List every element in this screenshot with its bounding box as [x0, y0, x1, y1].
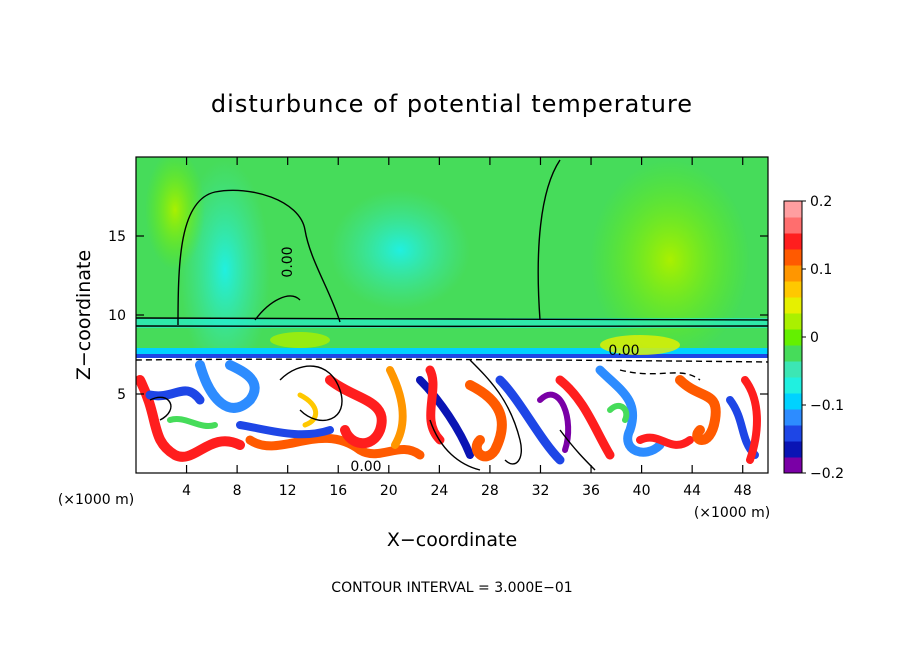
colorbar-tick-label: 0.2	[810, 194, 832, 210]
colorbar-tick-label: −0.2	[810, 466, 844, 482]
colorbar-swatch	[784, 233, 802, 250]
contour-label: 0.00	[608, 343, 639, 359]
warm-cap-right	[600, 335, 680, 355]
turbulent-eddies	[136, 360, 761, 465]
x-tick-label: 28	[481, 483, 499, 499]
x-tick-label: 4	[182, 483, 191, 499]
contour-label: 0.00	[350, 459, 381, 475]
colorbar-swatch	[784, 441, 802, 458]
colorbar-swatch	[784, 281, 802, 298]
lime-plume-left	[145, 157, 205, 270]
x-tick-label: 48	[734, 483, 752, 499]
y-tick-label: 15	[108, 229, 126, 245]
chart-title: disturbunce of potential temperature	[211, 90, 693, 118]
lime-plume-right	[590, 160, 750, 360]
colorbar: 0.2 0.1 0 −0.1 −0.2	[783, 194, 844, 482]
colorbar-tick-label: 0	[810, 330, 819, 346]
x-tick-label: 24	[430, 483, 448, 499]
colorbar-swatch	[784, 249, 802, 266]
colorbar-tick-label: −0.1	[810, 398, 844, 414]
heatmap-field	[136, 157, 768, 473]
y-axis-title: Z−coordinate	[73, 250, 95, 380]
x-tick-label: 44	[683, 483, 701, 499]
colorbar-swatch	[784, 377, 802, 394]
tropopause-edge	[136, 354, 768, 358]
x-unit-right: (×1000 m)	[694, 505, 770, 521]
colorbar-swatch	[784, 297, 802, 314]
colorbar-swatch	[784, 329, 802, 346]
x-axis-ticks: 4 8 12 16 20 24 28 32 36 40 44 48	[182, 157, 752, 499]
x-tick-label: 16	[329, 483, 347, 499]
colorbar-swatch	[784, 313, 802, 330]
y-axis-ticks: 5 10 15	[108, 229, 768, 403]
x-tick-label: 36	[582, 483, 600, 499]
y-tick-label: 5	[117, 387, 126, 403]
warm-cap-left	[270, 332, 330, 348]
colorbar-swatch	[784, 345, 802, 362]
x-tick-label: 8	[233, 483, 242, 499]
interface-band	[136, 318, 768, 328]
x-unit-left: (×1000 m)	[58, 492, 134, 508]
colorbar-tick-label: 0.1	[810, 262, 832, 278]
contour-interval-note: CONTOUR INTERVAL = 3.000E−01	[331, 580, 572, 596]
cyan-plume-center	[330, 190, 470, 310]
y-tick-label: 10	[108, 308, 126, 324]
colorbar-swatch	[784, 393, 802, 410]
colorbar-swatch	[784, 265, 802, 282]
x-tick-label: 40	[633, 483, 651, 499]
colorbar-swatch	[784, 361, 802, 378]
colorbar-swatch	[784, 217, 802, 234]
tropopause-band	[136, 348, 768, 357]
x-tick-label: 32	[532, 483, 550, 499]
colorbar-swatch	[784, 425, 802, 442]
contour-lines	[136, 159, 768, 471]
colorbar-swatch	[784, 201, 802, 218]
x-axis-title: X−coordinate	[387, 529, 517, 551]
x-tick-label: 20	[380, 483, 398, 499]
contour-label: 0.00	[280, 246, 296, 277]
colorbar-swatch	[784, 457, 802, 474]
x-tick-label: 12	[279, 483, 297, 499]
colorbar-swatch	[784, 409, 802, 426]
